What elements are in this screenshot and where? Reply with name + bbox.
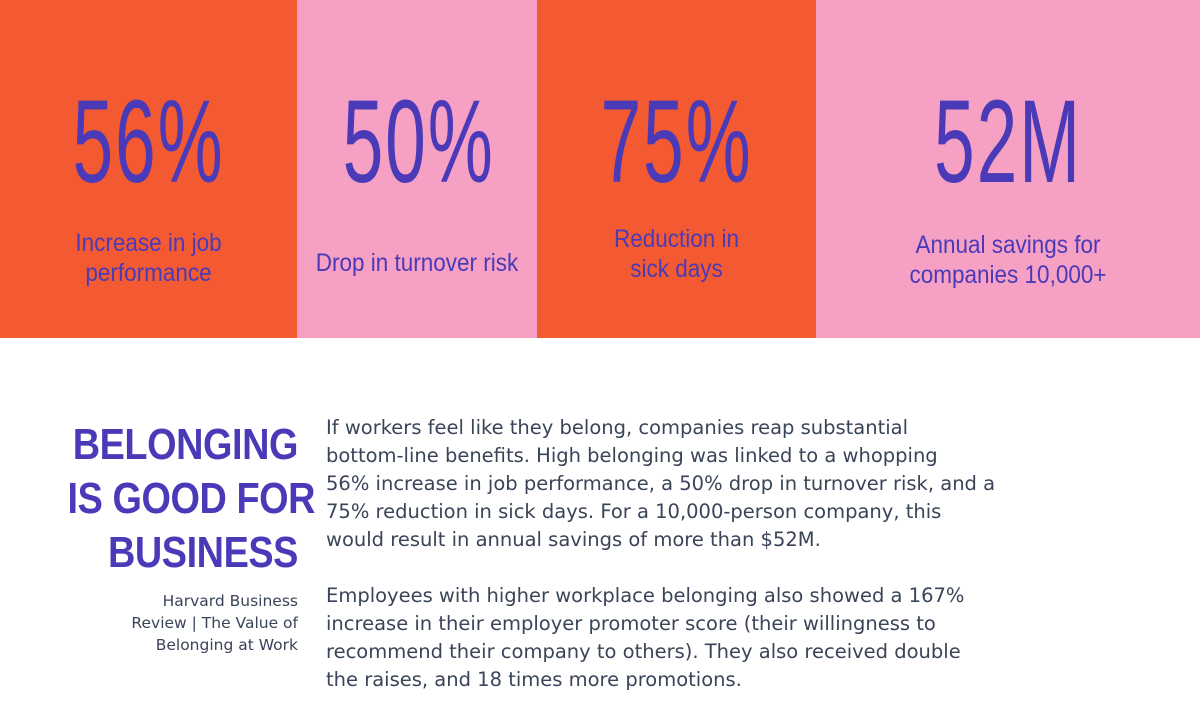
stat-caption: Annual savings for companies 10,000+ bbox=[835, 230, 1181, 290]
body-paragraph: If workers feel like they belong, compan… bbox=[326, 414, 1186, 554]
source-citation: Harvard Business Review | The Value of B… bbox=[30, 590, 298, 656]
body-line: increase in their employer promoter scor… bbox=[326, 612, 936, 635]
stat-caption-line: performance bbox=[85, 259, 212, 287]
stat-caption-line: Drop in turnover risk bbox=[315, 249, 519, 277]
stat-caption-line: sick days bbox=[630, 255, 723, 283]
stat-value: 75% bbox=[600, 76, 753, 208]
body-line: Employees with higher workplace belongin… bbox=[326, 584, 965, 607]
source-line: Harvard Business bbox=[162, 592, 298, 610]
stat-caption-line: Increase in job bbox=[75, 229, 222, 257]
body-line: would result in annual savings of more t… bbox=[326, 528, 821, 551]
stat-caption-line: companies 10,000+ bbox=[909, 261, 1107, 289]
stat-tile-turnover-risk: 50% Drop in turnover risk bbox=[297, 0, 537, 338]
stat-caption-line: Reduction in bbox=[613, 225, 740, 253]
stat-caption: Reduction in sick days bbox=[551, 224, 802, 284]
body-line: 75% reduction in sick days. For a 10,000… bbox=[326, 500, 942, 523]
stat-value: 56% bbox=[72, 76, 225, 208]
headline-line: BELONGING bbox=[72, 420, 299, 469]
headline-line: BUSINESS bbox=[107, 528, 298, 577]
body-line: recommend their company to others). They… bbox=[326, 640, 961, 663]
stat-value: 50% bbox=[342, 76, 495, 208]
headline: BELONGING IS GOOD FOR BUSINESS bbox=[67, 418, 316, 580]
body-line: 56% increase in job performance, a 50% d… bbox=[326, 472, 996, 495]
source-line: Belonging at Work bbox=[155, 636, 298, 654]
source-line: Review | The Value of bbox=[131, 614, 298, 632]
body-paragraph: Employees with higher workplace belongin… bbox=[326, 582, 1186, 694]
stat-caption-line: Annual savings for bbox=[915, 231, 1101, 259]
stat-tile-sick-days: 75% Reduction in sick days bbox=[537, 0, 816, 338]
headline-column: BELONGING IS GOOD FOR BUSINESS Harvard B… bbox=[30, 418, 316, 656]
stat-value: 52M bbox=[934, 76, 1082, 208]
stat-caption: Increase in job performance bbox=[15, 228, 282, 288]
body-line: the raises, and 18 times more promotions… bbox=[326, 668, 742, 691]
stat-tile-annual-savings: 52M Annual savings for companies 10,000+ bbox=[816, 0, 1200, 338]
headline-line: IS GOOD FOR bbox=[67, 474, 316, 523]
body-line: bottom-line benefits. High belonging was… bbox=[326, 444, 938, 467]
body-line: If workers feel like they belong, compan… bbox=[326, 416, 909, 439]
stat-tile-job-performance: 56% Increase in job performance bbox=[0, 0, 297, 338]
body-text: If workers feel like they belong, compan… bbox=[326, 414, 1186, 722]
stats-banner: 56% Increase in job performance 50% Drop… bbox=[0, 0, 1200, 338]
stat-caption: Drop in turnover risk bbox=[309, 248, 525, 278]
